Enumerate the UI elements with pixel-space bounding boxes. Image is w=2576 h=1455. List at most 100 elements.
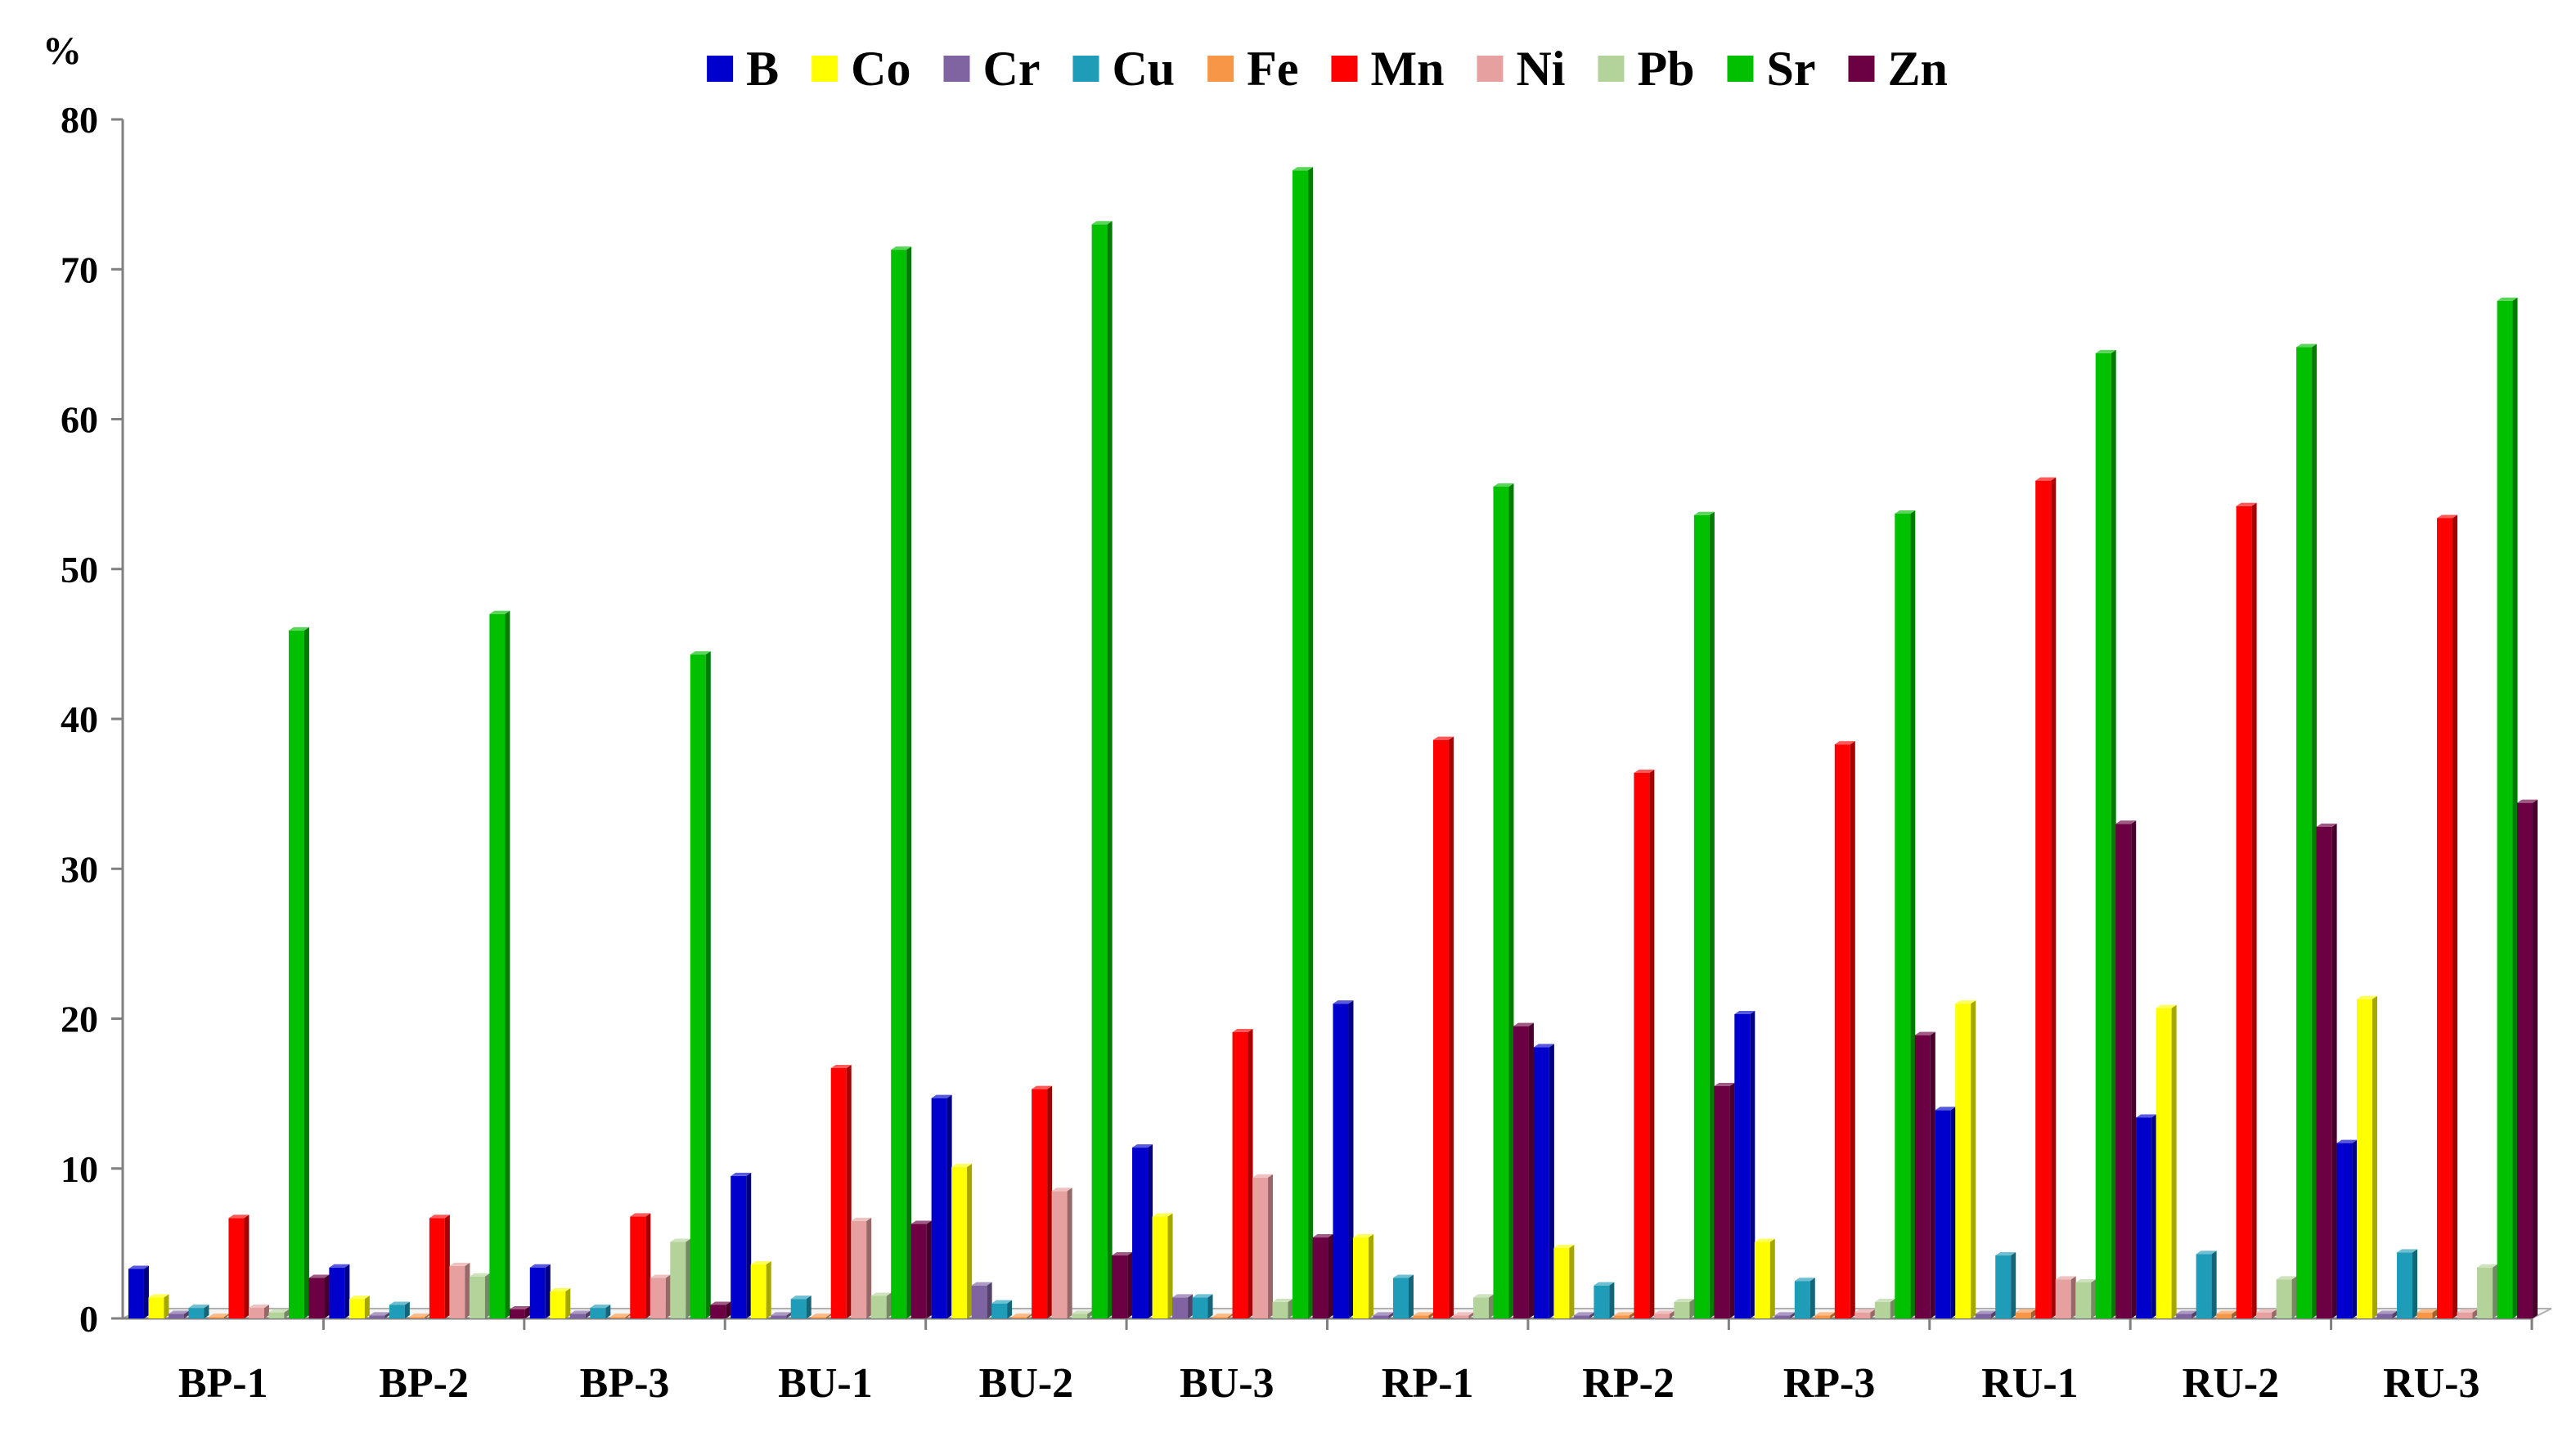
legend-label: Pb xyxy=(1637,42,1694,96)
legend-item-Ni: Ni xyxy=(1477,42,1565,96)
bar-side xyxy=(625,1314,631,1318)
bar-side xyxy=(1007,1300,1013,1318)
x-tick-label: BP-3 xyxy=(580,1360,670,1407)
bar-Sr-BU-1 xyxy=(891,246,912,1318)
bar-front xyxy=(1352,1237,1369,1318)
bar-front xyxy=(1112,1255,1128,1318)
bar-top xyxy=(1935,1107,1956,1111)
bar-Sr-BU-3 xyxy=(1292,167,1314,1319)
legend-swatch xyxy=(1331,56,1358,82)
bar-top xyxy=(1392,1274,1414,1278)
bar-front xyxy=(1292,170,1309,1319)
bar-top xyxy=(1172,1294,1194,1298)
bar-front xyxy=(389,1305,405,1318)
bar-top xyxy=(771,1312,792,1316)
bar-side xyxy=(1268,1174,1274,1318)
bar-front xyxy=(1573,1315,1589,1318)
bar-top xyxy=(228,1215,250,1219)
bar-side xyxy=(886,1292,892,1318)
y-tick-label: 70 xyxy=(61,249,98,290)
bar-side xyxy=(1508,483,1514,1318)
bar-top xyxy=(1212,1314,1234,1318)
legend-item-Sr: Sr xyxy=(1727,42,1815,96)
bar-side xyxy=(1809,1278,1815,1318)
bar-Pb-BU-1 xyxy=(870,1292,892,1318)
bar-side xyxy=(2131,820,2137,1318)
bar-side xyxy=(425,1314,430,1318)
bar-front xyxy=(830,1067,847,1318)
bar-Pb-BP-3 xyxy=(670,1238,691,1318)
bar-top xyxy=(690,651,711,655)
bar-Co-RU-3 xyxy=(2357,995,2378,1318)
bar-top xyxy=(1232,1028,1253,1032)
bar-side xyxy=(1649,769,1655,1318)
bar-front xyxy=(2115,824,2132,1318)
legend-swatch xyxy=(1477,56,1504,82)
bar-top xyxy=(1352,1234,1373,1238)
bar-side xyxy=(1388,1312,1394,1318)
x-tick-label: BP-1 xyxy=(178,1360,268,1407)
bar-side xyxy=(1709,511,1715,1318)
legend: B Co Cr Cu Fe Mn Ni Pb Sr Zn xyxy=(707,42,1948,96)
bar-front xyxy=(1914,1035,1931,1318)
bar-top xyxy=(1312,1234,1333,1238)
bar-top xyxy=(2015,1309,2036,1313)
bar-top xyxy=(1453,1312,1474,1316)
bar-Ni-RU-1 xyxy=(2055,1276,2076,1318)
bar-side xyxy=(846,1064,852,1318)
legend-label: Zn xyxy=(1887,42,1947,96)
bar-Ni-BU-3 xyxy=(1252,1174,1274,1318)
bar-front xyxy=(2236,505,2252,1318)
bar-Co-BP-2 xyxy=(348,1296,370,1318)
bar-side xyxy=(1890,1298,1895,1318)
bar-side xyxy=(2272,1309,2277,1318)
bar-Cr-BP-1 xyxy=(168,1310,189,1318)
bar-front xyxy=(1634,772,1650,1318)
bar-Co-RU-2 xyxy=(2156,1004,2177,1318)
bar-front xyxy=(2015,1312,2031,1318)
bar-side xyxy=(2512,297,2518,1318)
bar-top xyxy=(1533,1044,1554,1048)
bar-front xyxy=(550,1291,566,1318)
bar-Cr-RP-2 xyxy=(1573,1312,1594,1318)
bar-top xyxy=(308,1274,330,1278)
bar-top xyxy=(1874,1298,1895,1302)
bar-front xyxy=(208,1317,224,1318)
bar-Ni-BP-2 xyxy=(449,1262,470,1318)
bar-Co-RP-2 xyxy=(1553,1244,1575,1318)
bar-B-RU-2 xyxy=(2136,1114,2157,1318)
bar-Pb-RU-1 xyxy=(2075,1279,2097,1318)
bar-top xyxy=(2196,1251,2217,1255)
bar-side xyxy=(2211,1251,2217,1318)
bar-front xyxy=(1754,1242,1770,1318)
bar-top xyxy=(670,1238,691,1242)
bar-side xyxy=(1669,1310,1675,1318)
bar-front xyxy=(670,1242,686,1318)
bar-side xyxy=(143,1265,149,1318)
bar-B-BU-1 xyxy=(731,1172,752,1318)
bar-front xyxy=(590,1308,606,1318)
bar-side xyxy=(1990,1310,1996,1318)
bar-side xyxy=(2111,349,2116,1318)
bar-side xyxy=(2392,1310,2398,1318)
bar-Zn-RU-2 xyxy=(2316,823,2337,1318)
bar-side xyxy=(2251,502,2257,1318)
bar-side xyxy=(1027,1314,1032,1318)
bar-Fe-RU-3 xyxy=(2416,1309,2438,1318)
bar-Cr-BU-3 xyxy=(1172,1294,1194,1318)
bar-B-BU-2 xyxy=(931,1094,952,1318)
bar-front xyxy=(1653,1314,1670,1318)
bar-front xyxy=(811,1317,827,1318)
bar-front xyxy=(1172,1297,1189,1318)
bar-top xyxy=(1252,1174,1274,1178)
legend-item-Pb: Pb xyxy=(1598,42,1694,96)
bar-Co-BP-1 xyxy=(148,1294,169,1318)
bar-top xyxy=(870,1292,892,1296)
bar-Ni-RP-3 xyxy=(1854,1309,1876,1318)
bar-Pb-BP-2 xyxy=(469,1273,490,1318)
bar-front xyxy=(2457,1312,2473,1318)
bar-B-RU-1 xyxy=(1935,1107,1956,1318)
bar-Mn-BU-3 xyxy=(1232,1028,1253,1318)
bar-front xyxy=(851,1220,867,1318)
bar-side xyxy=(2472,1309,2478,1318)
